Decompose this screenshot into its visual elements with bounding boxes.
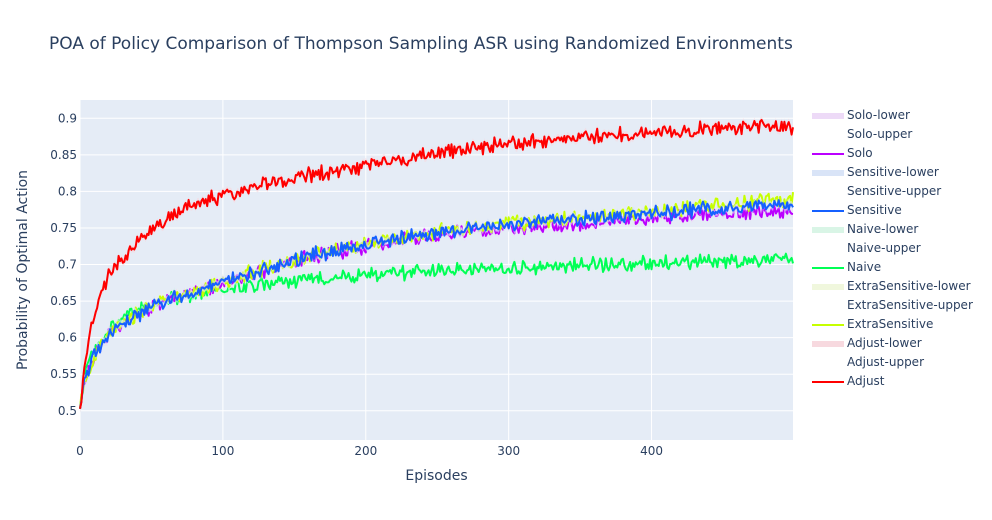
legend-label: Solo-upper	[847, 127, 913, 141]
y-tick-label: 0.6	[58, 331, 77, 345]
y-tick-label: 0.75	[50, 221, 77, 235]
legend-label: Solo	[847, 146, 873, 160]
legend-swatch	[812, 132, 844, 137]
legend-item[interactable]: Solo-upper	[810, 125, 990, 144]
legend-swatch	[812, 210, 844, 212]
legend-label: ExtraSensitive-upper	[847, 298, 973, 312]
legend-item[interactable]: Sensitive	[810, 201, 990, 220]
legend-item[interactable]: Naive-upper	[810, 239, 990, 258]
legend-label: Sensitive	[847, 203, 902, 217]
y-axis-title: Probability of Optimal Action	[15, 170, 31, 370]
legend-item[interactable]: Adjust-lower	[810, 334, 990, 353]
y-tick-label: 0.65	[50, 294, 77, 308]
legend-swatch	[812, 360, 844, 365]
legend-swatch	[812, 227, 844, 233]
legend-label: ExtraSensitive	[847, 317, 934, 331]
y-tick-label: 0.9	[58, 111, 77, 125]
legend-label: Sensitive-upper	[847, 184, 942, 198]
y-tick-label: 0.5	[58, 404, 77, 418]
legend-label: Naive	[847, 260, 882, 274]
legend-label: Naive-upper	[847, 241, 921, 255]
x-tick-label: 100	[211, 444, 234, 458]
legend-label: Adjust-lower	[847, 336, 922, 350]
legend-item[interactable]: Solo	[810, 144, 990, 163]
series-band-adjust	[80, 116, 793, 413]
series-line-sensitive	[79, 199, 794, 409]
legend-item[interactable]: ExtraSensitive-lower	[810, 277, 990, 296]
y-tick-label: 0.7	[58, 258, 77, 272]
legend-item[interactable]: Adjust	[810, 372, 990, 391]
x-tick-label: 0	[76, 444, 84, 458]
legend-item[interactable]: Sensitive-upper	[810, 182, 990, 201]
legend-label: Adjust-upper	[847, 355, 924, 369]
x-tick-label: 400	[640, 444, 663, 458]
legend-swatch	[812, 246, 844, 251]
legend-item[interactable]: Adjust-upper	[810, 353, 990, 372]
x-axis-title: Episodes	[405, 468, 467, 484]
y-tick-label: 0.55	[50, 367, 77, 381]
x-tick-label: 200	[354, 444, 377, 458]
legend-swatch	[812, 284, 844, 290]
legend: Solo-lower Solo-upper Solo Sensitive-lower S…	[810, 106, 990, 391]
legend-label: ExtraSensitive-lower	[847, 279, 971, 293]
legend-swatch	[812, 113, 844, 119]
legend-item[interactable]: Solo-lower	[810, 106, 990, 125]
legend-label: Sensitive-lower	[847, 165, 939, 179]
legend-swatch	[812, 170, 844, 176]
legend-swatch	[812, 303, 844, 308]
y-tick-label: 0.8	[58, 184, 77, 198]
series-band-solo	[80, 199, 793, 413]
legend-item[interactable]: Naive-lower	[810, 220, 990, 239]
x-tick-label: 300	[497, 444, 520, 458]
legend-swatch	[812, 153, 844, 155]
legend-item[interactable]: Naive	[810, 258, 990, 277]
legend-swatch	[812, 381, 844, 383]
legend-swatch	[812, 324, 844, 326]
chart-title: POA of Policy Comparison of Thompson Sam…	[49, 34, 793, 54]
legend-swatch	[812, 189, 844, 194]
series-line-adjust	[79, 118, 794, 410]
legend-label: Adjust	[847, 374, 885, 388]
legend-item[interactable]: Sensitive-lower	[810, 163, 990, 182]
legend-label: Solo-lower	[847, 108, 910, 122]
y-tick-label: 0.85	[50, 148, 77, 162]
legend-label: Naive-lower	[847, 222, 919, 236]
legend-item[interactable]: ExtraSensitive-upper	[810, 296, 990, 315]
legend-item[interactable]: ExtraSensitive	[810, 315, 990, 334]
legend-swatch	[812, 267, 844, 269]
legend-swatch	[812, 341, 844, 347]
